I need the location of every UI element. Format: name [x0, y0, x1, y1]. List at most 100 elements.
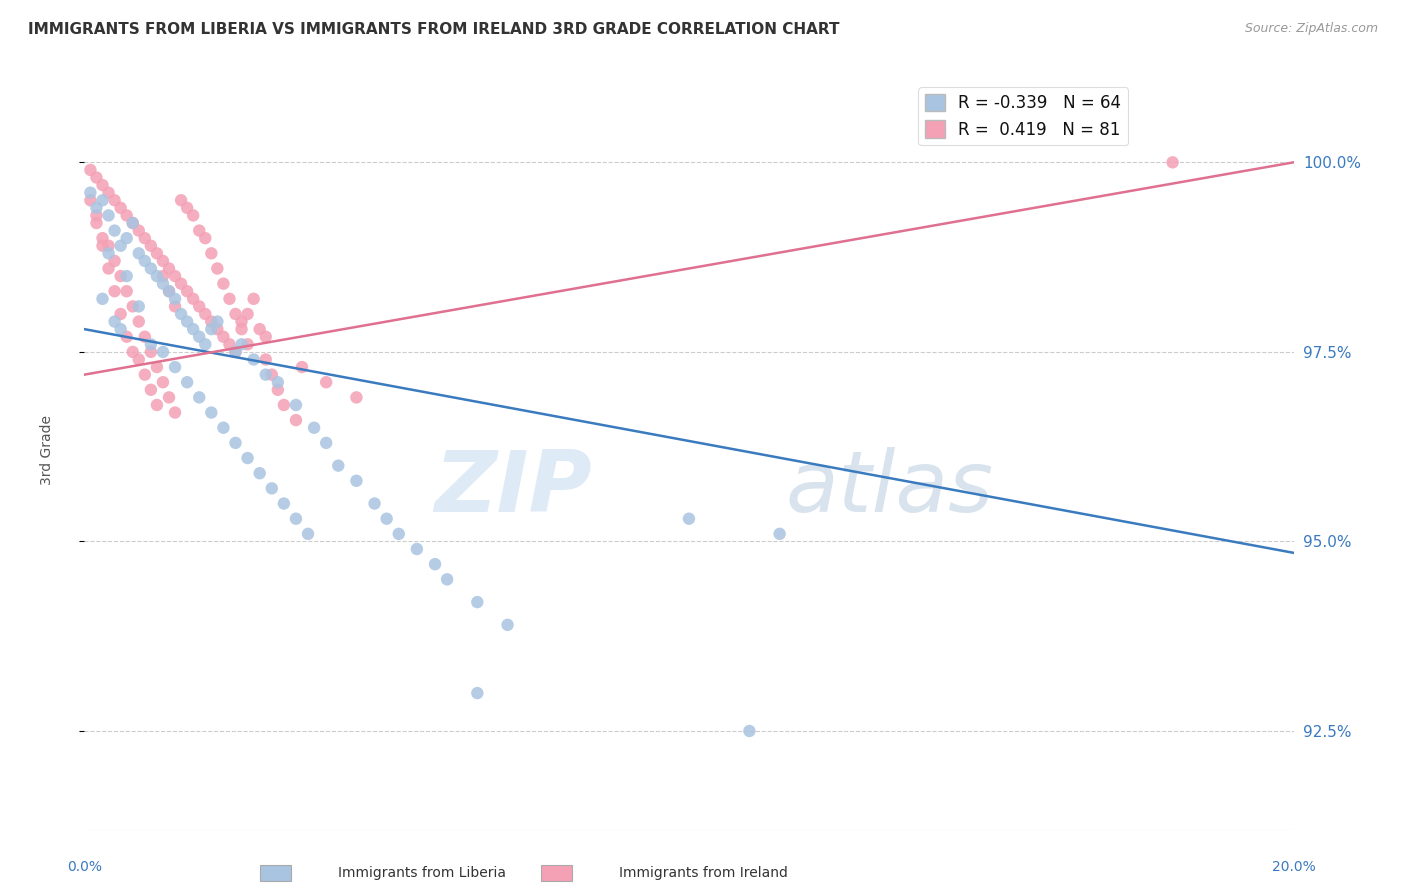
- Point: [104, 224, 127, 238]
- Point: [242, 352, 264, 367]
- Point: [200, 322, 222, 336]
- Point: [152, 254, 174, 268]
- Point: [225, 345, 247, 359]
- Point: [176, 285, 198, 299]
- Point: [134, 368, 156, 382]
- Point: [200, 246, 222, 260]
- Point: [152, 269, 174, 284]
- Point: [285, 512, 308, 526]
- Point: [110, 239, 132, 253]
- Point: [115, 231, 138, 245]
- Legend: R = -0.339   N = 64, R =  0.419   N = 81: R = -0.339 N = 64, R = 0.419 N = 81: [918, 87, 1128, 145]
- Point: [738, 724, 761, 739]
- Bar: [260, 865, 291, 881]
- Point: [170, 277, 193, 291]
- Point: [194, 337, 217, 351]
- Point: [128, 352, 150, 367]
- Point: [188, 224, 211, 238]
- Point: [181, 322, 204, 336]
- Point: [225, 307, 247, 321]
- Point: [139, 345, 162, 359]
- Text: Immigrants from Liberia: Immigrants from Liberia: [337, 866, 506, 880]
- Point: [285, 413, 308, 427]
- Point: [121, 216, 143, 230]
- Point: [110, 201, 132, 215]
- Point: [134, 254, 156, 268]
- Point: [375, 512, 398, 526]
- Point: [115, 269, 138, 284]
- Point: [176, 201, 198, 215]
- Point: [346, 474, 368, 488]
- Point: [231, 322, 253, 336]
- Point: [170, 307, 193, 321]
- Point: [86, 209, 108, 223]
- Point: [212, 421, 235, 435]
- Point: [128, 315, 150, 329]
- Text: atlas: atlas: [786, 447, 994, 530]
- Point: [157, 261, 180, 276]
- Text: ZIP: ZIP: [434, 447, 592, 530]
- Point: [207, 315, 229, 329]
- Point: [176, 376, 198, 390]
- Point: [121, 216, 143, 230]
- Point: [170, 194, 193, 208]
- Point: [315, 436, 337, 450]
- Point: [115, 285, 138, 299]
- Text: 20.0%: 20.0%: [1271, 860, 1316, 874]
- Point: [152, 376, 174, 390]
- Point: [91, 194, 114, 208]
- Point: [769, 527, 792, 541]
- Point: [194, 307, 217, 321]
- Point: [97, 186, 120, 200]
- Point: [212, 330, 235, 344]
- Point: [273, 497, 295, 511]
- Point: [104, 194, 127, 208]
- Point: [91, 178, 114, 193]
- Point: [302, 421, 325, 435]
- Point: [86, 216, 108, 230]
- Point: [467, 686, 489, 700]
- Point: [260, 368, 283, 382]
- Point: [115, 330, 138, 344]
- Point: [157, 285, 180, 299]
- Point: [165, 292, 187, 306]
- Point: [121, 345, 143, 359]
- Point: [225, 345, 247, 359]
- Point: [207, 261, 229, 276]
- Point: [97, 239, 120, 253]
- Point: [165, 406, 187, 420]
- Point: [104, 315, 127, 329]
- Point: [207, 322, 229, 336]
- Text: IMMIGRANTS FROM LIBERIA VS IMMIGRANTS FROM IRELAND 3RD GRADE CORRELATION CHART: IMMIGRANTS FROM LIBERIA VS IMMIGRANTS FR…: [28, 22, 839, 37]
- Point: [139, 337, 162, 351]
- Point: [181, 292, 204, 306]
- Point: [188, 300, 211, 314]
- Point: [157, 391, 180, 405]
- Point: [176, 315, 198, 329]
- Point: [328, 458, 350, 473]
- Point: [165, 269, 187, 284]
- Point: [236, 451, 259, 466]
- Point: [110, 269, 132, 284]
- Point: [152, 345, 174, 359]
- Point: [121, 300, 143, 314]
- Point: [146, 360, 169, 375]
- Point: [97, 246, 120, 260]
- Point: [242, 292, 264, 306]
- Point: [134, 231, 156, 245]
- Point: [97, 209, 120, 223]
- Point: [236, 307, 259, 321]
- Text: 0.0%: 0.0%: [67, 860, 101, 874]
- Bar: [541, 865, 572, 881]
- Point: [188, 391, 211, 405]
- Point: [157, 285, 180, 299]
- Point: [363, 497, 385, 511]
- Point: [97, 261, 120, 276]
- Point: [218, 337, 240, 351]
- Point: [152, 277, 174, 291]
- Point: [346, 391, 368, 405]
- Point: [165, 360, 187, 375]
- Point: [188, 330, 211, 344]
- Point: [260, 482, 283, 496]
- Text: Immigrants from Ireland: Immigrants from Ireland: [619, 866, 787, 880]
